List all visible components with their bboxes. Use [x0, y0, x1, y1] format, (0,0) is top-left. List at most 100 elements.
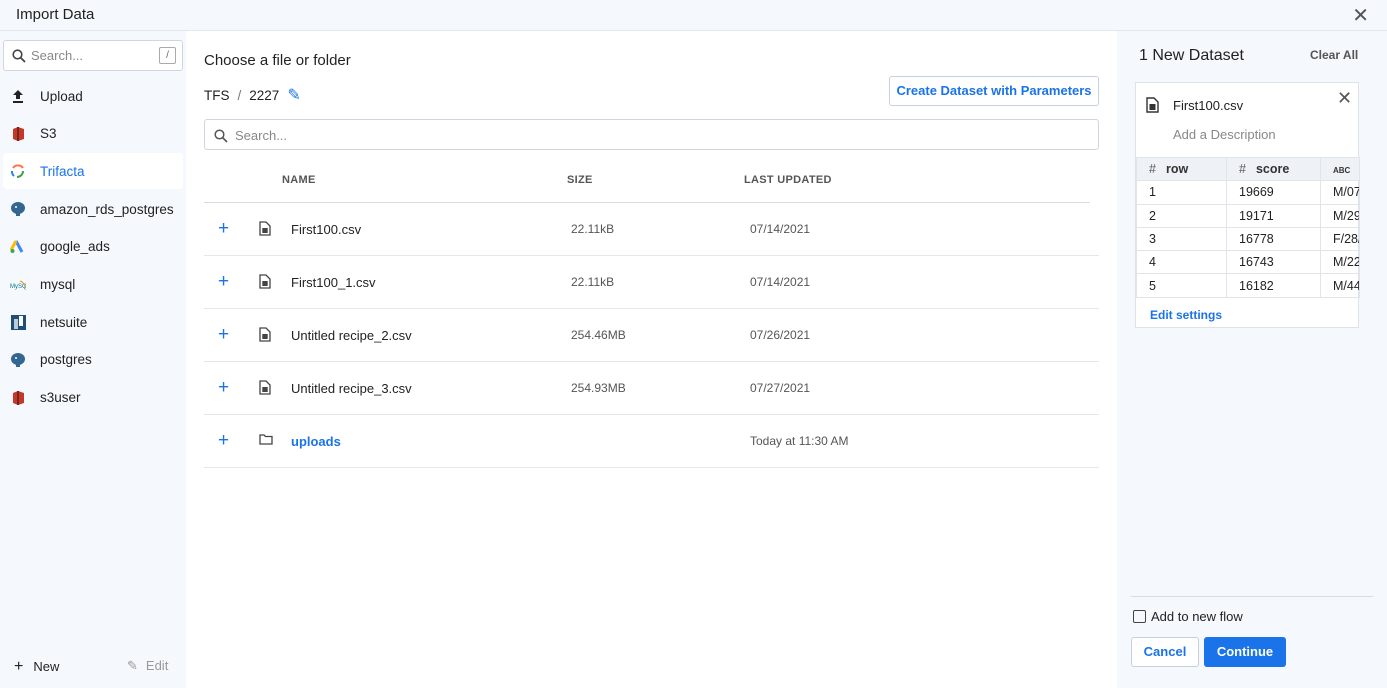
- column-name: row: [1165, 162, 1189, 177]
- column-header-name[interactable]: NAME: [282, 174, 316, 186]
- add-plus-icon[interactable]: +: [218, 218, 230, 239]
- preview-cell: M/29/: [1320, 203, 1360, 228]
- sidebar-item-trifacta[interactable]: Trifacta: [3, 153, 183, 190]
- file-icon: [1146, 97, 1159, 113]
- sidebar-search-input[interactable]: Search... /: [3, 40, 183, 71]
- column-header: # score: [1226, 156, 1321, 182]
- column-header-size[interactable]: SIZE: [567, 174, 593, 186]
- close-icon[interactable]: ✕: [1352, 5, 1369, 27]
- clear-all-button[interactable]: Clear All: [1310, 48, 1359, 62]
- sidebar-item-amazon-rds-postgres[interactable]: amazon_rds_postgres: [3, 191, 183, 227]
- dialog-header: Import Data ✕: [0, 0, 1387, 31]
- table-row[interactable]: + Untitled recipe_2.csv 254.46MB 07/26/2021: [204, 309, 1099, 362]
- integer-type-icon: #: [1149, 162, 1156, 177]
- last-updated: 07/26/2021: [750, 328, 811, 342]
- breadcrumb: TFS / 2227 ✎: [204, 85, 309, 105]
- breadcrumb-current: 2227: [249, 88, 280, 103]
- s3-icon: [10, 390, 26, 406]
- cancel-button[interactable]: Cancel: [1131, 637, 1199, 667]
- preview-cell: 4: [1136, 250, 1227, 275]
- sidebar-item-postgres[interactable]: postgres: [3, 342, 183, 378]
- last-updated: 07/27/2021: [750, 381, 811, 395]
- last-updated: Today at 11:30 AM: [750, 434, 849, 448]
- preview-cell: F/28/: [1320, 226, 1360, 252]
- add-plus-icon[interactable]: +: [218, 377, 230, 398]
- new-connection-button[interactable]: + New: [14, 658, 59, 676]
- sidebar-item-upload[interactable]: Upload: [3, 78, 183, 114]
- file-name: First100_1.csv: [291, 275, 376, 290]
- postgres-icon: [10, 201, 26, 217]
- s3-icon: [10, 126, 26, 142]
- sidebar-item-label: netsuite: [40, 314, 88, 330]
- preview-cell: 5: [1136, 273, 1227, 298]
- sidebar-item-label: S3: [40, 126, 57, 142]
- preview-cell: 16778: [1226, 226, 1321, 252]
- file-size: 254.93MB: [571, 381, 626, 395]
- edit-settings-link[interactable]: Edit settings: [1150, 308, 1223, 322]
- file-icon: [259, 274, 271, 289]
- svg-text:MySQL: MySQL: [10, 284, 26, 290]
- create-dataset-with-parameters-button[interactable]: Create Dataset with Parameters: [889, 76, 1099, 106]
- file-icon: [259, 380, 271, 395]
- add-plus-icon[interactable]: +: [218, 271, 230, 292]
- add-plus-icon[interactable]: +: [218, 324, 230, 345]
- description-input[interactable]: Add a Description: [1173, 127, 1276, 142]
- sidebar-item-label: postgres: [40, 352, 92, 368]
- file-name: Untitled recipe_2.csv: [291, 328, 412, 343]
- add-to-new-flow-label[interactable]: Add to new flow: [1151, 609, 1243, 624]
- add-plus-icon[interactable]: +: [218, 430, 230, 451]
- postgres-icon: [10, 352, 26, 368]
- preview-cell: 16743: [1226, 250, 1321, 275]
- edit-path-icon[interactable]: ✎: [287, 87, 301, 104]
- table-row[interactable]: + Untitled recipe_3.csv 254.93MB 07/27/2021: [204, 362, 1099, 415]
- preview-cell: 19669: [1226, 180, 1321, 205]
- dataset-card: First100.csv ✕ Add a Description # row # s…: [1135, 82, 1360, 328]
- preview-cell: 2: [1136, 203, 1227, 228]
- sidebar-item-netsuite[interactable]: netsuite: [3, 304, 183, 340]
- sidebar-item-google-ads[interactable]: google_ads: [3, 229, 183, 265]
- breadcrumb-root[interactable]: TFS: [204, 88, 230, 103]
- preview-cell: M/22/: [1320, 250, 1360, 275]
- edit-connections-button[interactable]: ✎ Edit: [127, 658, 168, 674]
- column-header: # row: [1136, 156, 1227, 182]
- preview-cell: 19171: [1226, 203, 1321, 228]
- file-size: 22.11kB: [571, 222, 615, 236]
- new-label: New: [33, 659, 60, 674]
- google-ads-icon: [10, 239, 26, 255]
- table-row[interactable]: + uploads Today at 11:30 AM: [204, 415, 1099, 468]
- edit-label: Edit: [145, 658, 169, 673]
- string-type-icon: ABC: [1333, 166, 1351, 176]
- dataset-preview-table: #row #score ABC 119669M/07/219171M/29/31…: [1136, 156, 1360, 298]
- file-icon: [259, 327, 271, 342]
- dialog-title: Import Data: [16, 6, 95, 23]
- sidebar-item-label: mysql: [40, 277, 76, 292]
- table-row[interactable]: + First100.csv 22.11kB 07/14/2021: [204, 203, 1099, 256]
- plus-icon: +: [14, 658, 24, 675]
- new-dataset-panel: 1 New Dataset Clear All First100.csv ✕ A…: [1117, 31, 1387, 688]
- file-name: Untitled recipe_3.csv: [291, 381, 412, 396]
- preview-cell: 16182: [1226, 273, 1321, 298]
- sidebar-item-s3[interactable]: S3: [3, 116, 183, 152]
- file-size: 22.11kB: [571, 275, 615, 289]
- panel-title: 1 New Dataset: [1139, 47, 1244, 64]
- search-icon: [214, 129, 228, 143]
- table-row[interactable]: + First100_1.csv 22.11kB 07/14/2021: [204, 256, 1099, 309]
- preview-cell: M/44/: [1320, 273, 1360, 298]
- remove-dataset-close-icon[interactable]: ✕: [1337, 88, 1353, 108]
- continue-button[interactable]: Continue: [1204, 637, 1286, 667]
- file-name[interactable]: uploads: [291, 434, 341, 449]
- integer-type-icon: #: [1239, 162, 1246, 177]
- preview-row: 3 16778 F/28/: [1136, 226, 1360, 252]
- add-to-new-flow-checkbox[interactable]: [1133, 610, 1146, 623]
- last-updated: 07/14/2021: [750, 275, 811, 289]
- file-search-input[interactable]: Search...: [204, 119, 1099, 150]
- divider: [204, 202, 1090, 203]
- column-header-last-updated[interactable]: LAST UPDATED: [744, 174, 832, 186]
- sidebar-item-mysql[interactable]: MySQL mysql: [3, 267, 183, 303]
- file-size: 254.46MB: [571, 328, 626, 342]
- preview-cell: 1: [1136, 180, 1227, 205]
- trifacta-icon: [10, 163, 26, 179]
- page-title: Choose a file or folder: [204, 52, 351, 69]
- sidebar-item-s3user[interactable]: s3user: [3, 380, 183, 416]
